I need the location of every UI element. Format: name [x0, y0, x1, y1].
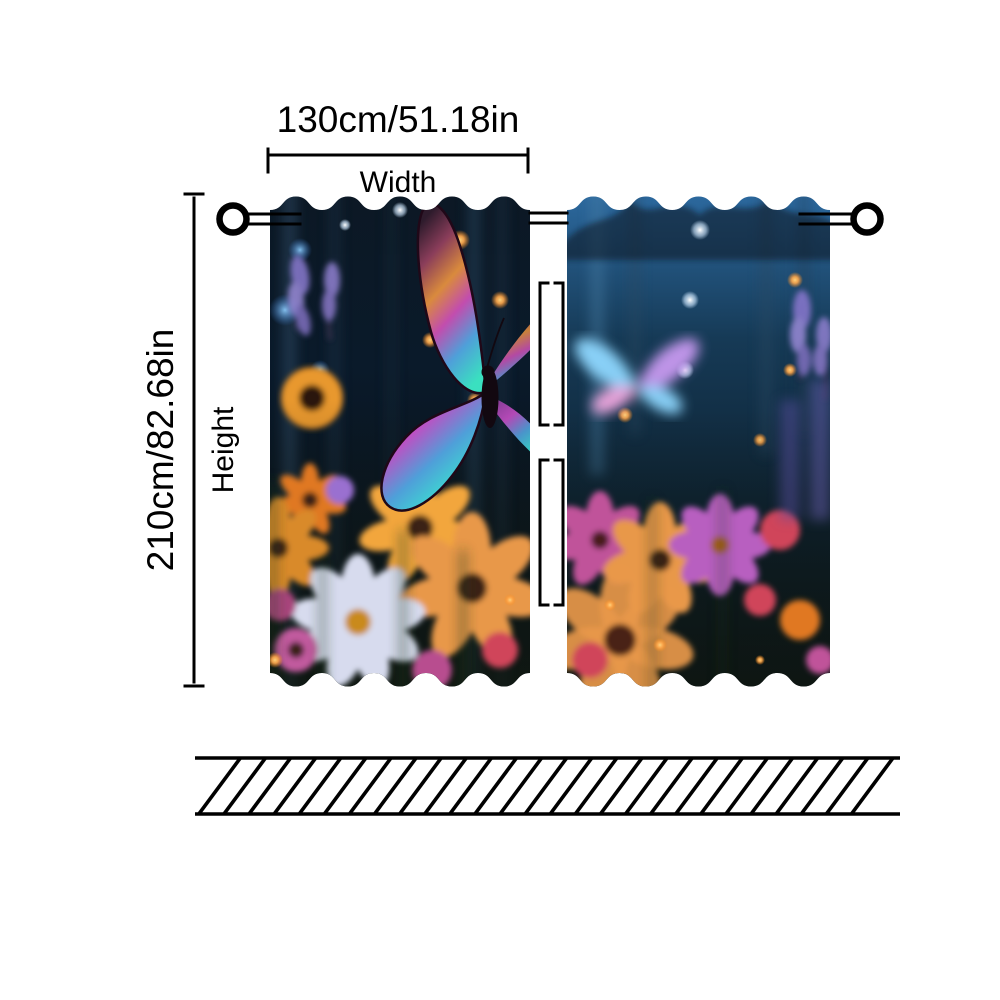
svg-text:130cm/51.18in: 130cm/51.18in — [277, 99, 520, 140]
svg-text:210cm/82.68in: 210cm/82.68in — [140, 329, 181, 572]
svg-text:Height: Height — [207, 406, 240, 493]
svg-text:Width: Width — [360, 166, 437, 199]
